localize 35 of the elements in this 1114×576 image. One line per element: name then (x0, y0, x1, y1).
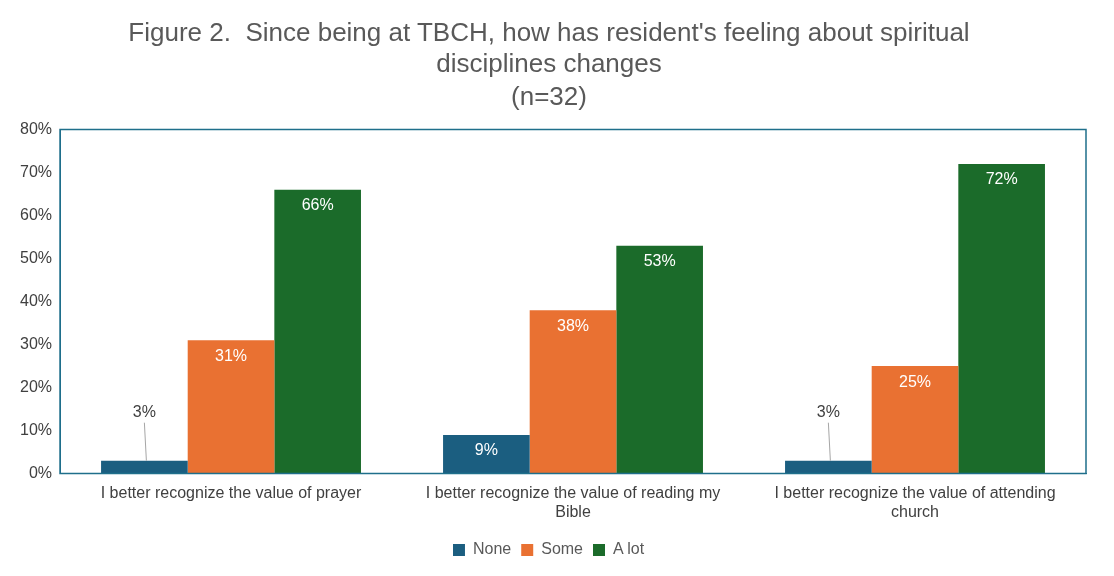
bar (274, 189, 361, 474)
data-label: 53% (643, 252, 676, 270)
data-label: 25% (898, 372, 932, 390)
chart-subtitle: (n=32) (511, 81, 587, 112)
data-label: 38% (557, 316, 590, 334)
y-tick-label: 30% (19, 335, 53, 353)
legend-label: A lot (613, 540, 645, 558)
data-label: 72% (985, 170, 1018, 188)
y-tick-label: 0% (28, 464, 53, 482)
bar (616, 245, 703, 474)
y-tick-label: 40% (19, 292, 53, 310)
data-label: 66% (301, 196, 334, 214)
bar (443, 434, 530, 474)
x-tick-label: I better recognize the value of prayer (100, 483, 362, 501)
legend-label: Some (541, 540, 584, 558)
x-tick-label: I better recognize the value of reading my Bible (425, 483, 721, 520)
data-label: 31% (215, 346, 248, 364)
data-label: 3% (132, 403, 156, 421)
bar (785, 460, 872, 474)
bar (958, 164, 1045, 474)
y-tick-label: 70% (19, 163, 53, 181)
bar (871, 366, 959, 474)
y-tick-label: 10% (19, 421, 53, 439)
y-tick-label: 50% (19, 249, 53, 267)
data-label: 9% (474, 441, 498, 459)
bar (187, 340, 275, 474)
bar (101, 460, 188, 474)
bar (529, 310, 617, 474)
x-tick-label: I better recognize the value of attending church (774, 483, 1056, 520)
legend-label: None (472, 540, 512, 558)
y-tick-label: 20% (19, 378, 53, 396)
y-tick-label: 80% (19, 120, 53, 138)
y-tick-label: 60% (19, 206, 53, 224)
data-label: 3% (816, 403, 840, 421)
chart-title: Figure 2. Since being at TBCH, how has resident's feeling about spiritual disciplines changes (128, 16, 970, 78)
